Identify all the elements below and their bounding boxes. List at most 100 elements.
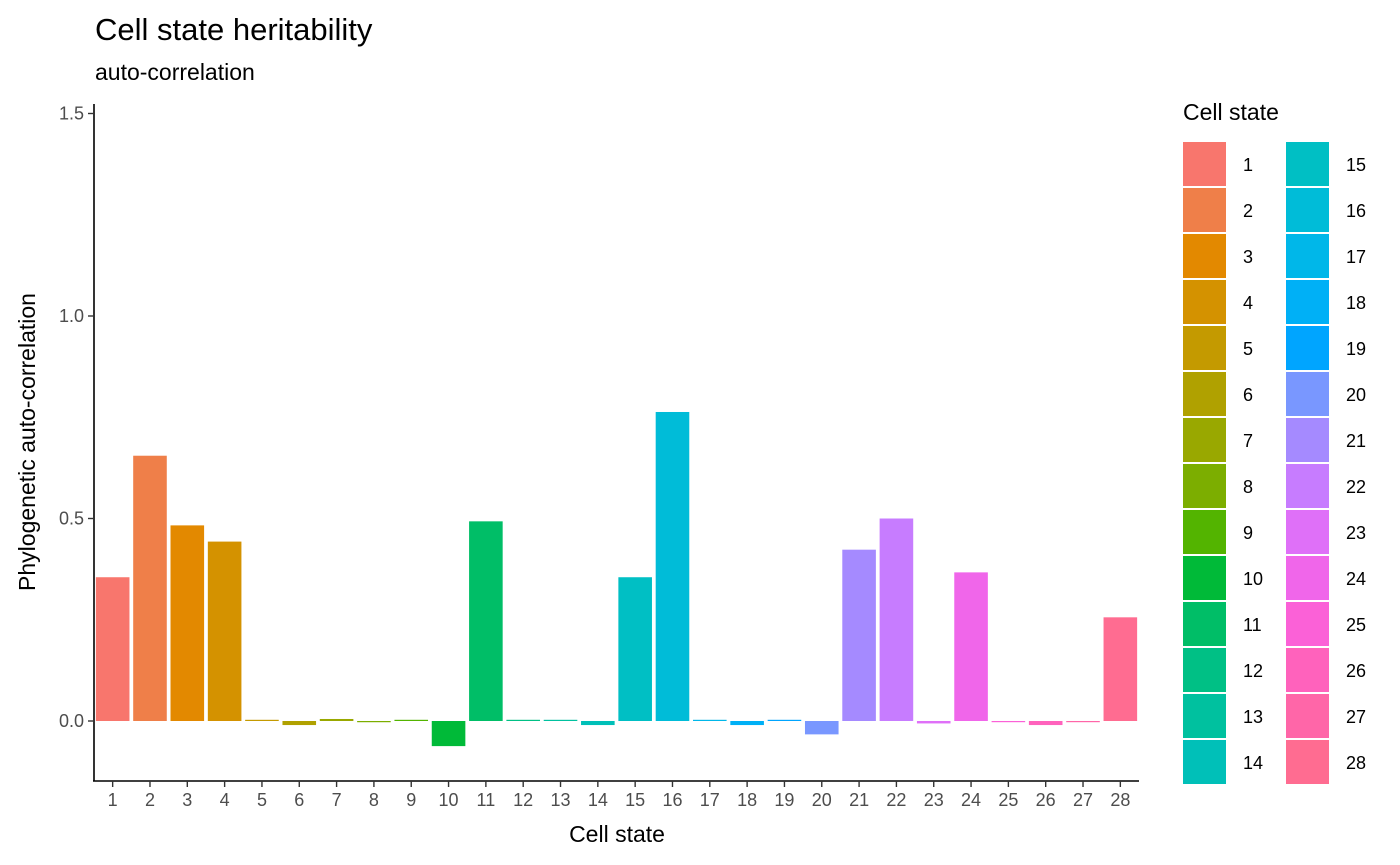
bar-26 [1028, 721, 1063, 726]
legend-label-10: 10 [1243, 569, 1263, 589]
legend-key-26 [1286, 648, 1329, 692]
legend-key-20 [1286, 372, 1329, 416]
x-tick-label: 8 [369, 790, 379, 810]
bar-25 [991, 721, 1026, 723]
legend-label-22: 22 [1346, 477, 1366, 497]
bar-15 [618, 577, 652, 721]
legend-label-11: 11 [1243, 615, 1262, 635]
legend-key-9 [1183, 510, 1226, 554]
legend-label-20: 20 [1346, 385, 1366, 405]
legend-label-19: 19 [1346, 339, 1366, 359]
legend-key-10 [1183, 556, 1226, 600]
legend-key-2 [1183, 188, 1226, 232]
x-tick-label: 9 [406, 790, 416, 810]
bar-24 [954, 572, 988, 721]
bar-17 [693, 719, 727, 721]
y-tick-label: 1.5 [59, 104, 84, 124]
x-tick-label: 26 [1036, 790, 1056, 810]
legend-label-14: 14 [1243, 753, 1263, 773]
bar-3 [170, 525, 205, 721]
y-ticks: 0.0 0.5 1.0 1.5 [59, 104, 94, 731]
legend-label-8: 8 [1243, 477, 1253, 497]
bar-23 [916, 721, 951, 724]
legend-key-11 [1183, 602, 1226, 646]
x-tick-label: 21 [849, 790, 869, 810]
legend-key-16 [1286, 188, 1329, 232]
x-tick-label: 17 [700, 790, 720, 810]
legend: 1234567891011121314151617181920212223242… [1183, 142, 1366, 784]
x-tick-label: 22 [886, 790, 906, 810]
legend-key-19 [1286, 326, 1329, 370]
legend-label-18: 18 [1346, 293, 1366, 313]
legend-key-15 [1286, 142, 1329, 186]
bar-2 [133, 455, 167, 721]
x-tick-label: 12 [513, 790, 533, 810]
legend-key-24 [1286, 556, 1329, 600]
y-tick-label: 0.5 [59, 509, 84, 529]
bar-22 [879, 518, 914, 721]
legend-label-4: 4 [1243, 293, 1253, 313]
legend-key-18 [1286, 280, 1329, 324]
legend-key-4 [1183, 280, 1226, 324]
axes-layer [93, 104, 1139, 782]
legend-label-26: 26 [1346, 661, 1366, 681]
legend-key-7 [1183, 418, 1226, 462]
x-tick-label: 13 [551, 790, 571, 810]
x-tick-label: 23 [924, 790, 944, 810]
x-tick-label: 19 [774, 790, 794, 810]
legend-label-6: 6 [1243, 385, 1253, 405]
legend-key-8 [1183, 464, 1226, 508]
legend-key-22 [1286, 464, 1329, 508]
bar-19 [767, 719, 802, 721]
bar-12 [506, 719, 540, 721]
legend-label-1: 1 [1243, 155, 1253, 175]
bar-5 [245, 719, 279, 721]
legend-key-28 [1286, 740, 1329, 784]
legend-label-2: 2 [1243, 201, 1253, 221]
legend-key-12 [1183, 648, 1226, 692]
legend-label-23: 23 [1346, 523, 1366, 543]
legend-key-23 [1286, 510, 1329, 554]
bar-11 [469, 521, 503, 721]
legend-label-25: 25 [1346, 615, 1366, 635]
legend-key-27 [1286, 694, 1329, 738]
x-ticks: 1 2 3 4 5 6 7 8 9 10 11 12 13 14 15 16 17 18 19 20 21 22 23 24 2… [108, 781, 1130, 810]
y-tick-label: 1.0 [59, 306, 84, 326]
bar-1 [95, 577, 130, 721]
legend-label-27: 27 [1346, 707, 1366, 727]
legend-key-21 [1286, 418, 1329, 462]
bar-6 [282, 721, 317, 726]
chart-subtitle: auto-correlation [95, 59, 255, 85]
bar-27 [1066, 721, 1100, 723]
legend-key-1 [1183, 142, 1226, 186]
x-axis-title: Cell state [569, 821, 665, 847]
x-tick-label: 16 [662, 790, 682, 810]
x-tick-label: 15 [625, 790, 645, 810]
legend-label-16: 16 [1346, 201, 1366, 221]
legend-label-15: 15 [1346, 155, 1366, 175]
x-tick-label: 20 [812, 790, 832, 810]
legend-key-13 [1183, 694, 1226, 738]
x-tick-label: 7 [332, 790, 342, 810]
x-tick-label: 24 [961, 790, 981, 810]
x-tick-label: 1 [108, 790, 118, 810]
x-tick-label: 11 [477, 790, 496, 810]
legend-label-7: 7 [1243, 431, 1253, 451]
bar-9 [394, 719, 429, 721]
legend-label-3: 3 [1243, 247, 1253, 267]
x-tick-label: 10 [439, 790, 459, 810]
legend-label-28: 28 [1346, 753, 1366, 773]
legend-key-14 [1183, 740, 1226, 784]
x-tick-label: 2 [145, 790, 155, 810]
legend-key-17 [1286, 234, 1329, 278]
bar-21 [842, 549, 876, 721]
x-tick-label: 14 [588, 790, 608, 810]
x-tick-label: 25 [998, 790, 1018, 810]
legend-label-24: 24 [1346, 569, 1366, 589]
x-tick-label: 3 [182, 790, 192, 810]
x-tick-label: 18 [737, 790, 757, 810]
legend-key-25 [1286, 602, 1329, 646]
legend-label-5: 5 [1243, 339, 1253, 359]
legend-label-13: 13 [1243, 707, 1263, 727]
